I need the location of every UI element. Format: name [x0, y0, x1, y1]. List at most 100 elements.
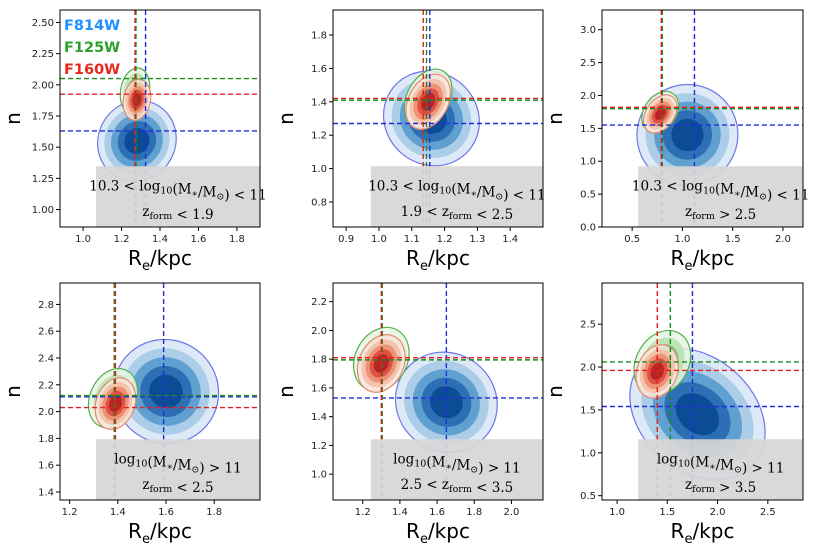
- y-tick-label: 1.4: [311, 412, 327, 423]
- contour-level-5: [675, 393, 720, 436]
- y-axis-label: n: [543, 385, 567, 398]
- plot-area: [60, 283, 260, 500]
- annotation-line-2: 1.9 < zform < 2.5: [401, 204, 514, 223]
- annotation-line-1: log10(M∗/M⊙) > 11: [657, 452, 784, 477]
- y-tick-label: 2.8: [38, 300, 54, 311]
- annotation-box: [638, 166, 803, 227]
- y-tick-label: 2.00: [32, 80, 54, 91]
- annotation-line-2: zform > 3.5: [685, 477, 756, 496]
- y-tick-label: 0.0: [580, 223, 596, 234]
- y-tick-label: 1.0: [580, 157, 596, 168]
- x-tick-label: 1.2: [355, 507, 371, 518]
- x-tick-label: 1.2: [437, 234, 453, 245]
- x-tick-label: 1.3: [469, 234, 485, 245]
- legend-entry-f125w: F125W: [64, 40, 120, 56]
- axes-frame: [601, 282, 804, 501]
- y-tick-label: 2.5: [580, 320, 596, 331]
- density-f814w: [394, 351, 498, 454]
- y-tick-label: 1.50: [32, 143, 54, 154]
- y-tick-label: 1.6: [38, 461, 54, 472]
- y-tick-label: 0.5: [580, 190, 596, 201]
- annotation-box: [96, 439, 260, 500]
- panel-5: log10(M∗/M⊙) > 112.5 < zform < 3.5 1.2 1.4…: [274, 282, 544, 545]
- annotation-line-2: 2.5 < zform < 3.5: [401, 477, 514, 496]
- x-tick-label: 1.6: [158, 507, 174, 518]
- y-tick-label: 2.2: [311, 297, 327, 308]
- y-tick-label: 1.4: [311, 97, 327, 108]
- x-axis-label: Re/kpc: [671, 519, 735, 545]
- legend-entry-f814w: F814W: [64, 18, 120, 34]
- contour-level-5: [671, 118, 704, 152]
- x-tick-label: 0.9: [338, 234, 354, 245]
- x-tick-label: 1.8: [229, 234, 245, 245]
- y-tick-label: 3.0: [580, 25, 596, 36]
- x-tick-label: 1.4: [110, 507, 126, 518]
- x-axis-label: Re/kpc: [406, 246, 470, 274]
- y-tick-label: 1.0: [580, 448, 596, 459]
- annotation-box: [370, 439, 543, 500]
- x-tick-label: 1.8: [466, 507, 482, 518]
- y-tick-label: 1.6: [311, 64, 327, 75]
- annotation-line-2: zform < 1.9: [142, 204, 213, 223]
- axes-frame: [332, 282, 544, 501]
- x-axis-label: Re/kpc: [406, 519, 470, 545]
- y-tick-label: 1.8: [38, 434, 54, 445]
- x-tick-label: 1.0: [371, 234, 387, 245]
- annotation-line-2: zform > 2.5: [685, 204, 756, 223]
- y-tick-label: 1.8: [311, 355, 327, 366]
- y-tick-label: 1.25: [32, 174, 54, 185]
- y-tick-label: 1.5: [580, 405, 596, 416]
- x-tick-label: 1.8: [206, 507, 222, 518]
- plot-area: [333, 10, 543, 227]
- annotation-line-1: 10.3 < log10(M∗/M⊙) < 11: [368, 179, 545, 204]
- contour-level-5: [132, 93, 142, 107]
- contour-level-5: [421, 92, 436, 111]
- x-tick-label: 1.6: [191, 234, 207, 245]
- annotation-line-1: 10.3 < log10(M∗/M⊙) < 11: [632, 179, 809, 204]
- y-tick-label: 2.0: [580, 91, 596, 102]
- y-axis-label: n: [1, 112, 25, 125]
- y-tick-label: 1.5: [580, 124, 596, 135]
- annotation-line-1: log10(M∗/M⊙) > 11: [114, 452, 241, 477]
- y-tick-label: 2.4: [38, 354, 54, 365]
- y-tick-label: 2.0: [38, 407, 54, 418]
- y-tick-label: 2.50: [32, 18, 54, 29]
- x-tick-label: 0.5: [624, 234, 640, 245]
- y-tick-label: 2.0: [311, 326, 327, 337]
- y-tick-label: 1.00: [32, 205, 54, 216]
- x-tick-label: 1.0: [609, 507, 625, 518]
- x-tick-label: 2.0: [710, 507, 726, 518]
- contour-level-5: [149, 374, 183, 409]
- annotation-box: [370, 166, 543, 227]
- x-tick-label: 1.2: [114, 234, 130, 245]
- x-tick-label: 1.0: [674, 234, 690, 245]
- y-tick-label: 0.8: [311, 197, 327, 208]
- y-axis-label: n: [1, 385, 25, 398]
- y-tick-label: 1.0: [311, 164, 327, 175]
- y-tick-label: 2.5: [580, 58, 596, 69]
- axes-frame: [332, 9, 544, 228]
- legend-entry-f160w: F160W: [64, 62, 120, 78]
- x-axis-label: Re/kpc: [128, 519, 192, 545]
- axes-frame: [59, 282, 261, 501]
- legend: F814W F125W F160W: [64, 18, 120, 78]
- x-tick-label: 1.0: [75, 234, 91, 245]
- y-tick-label: 1.2: [311, 131, 327, 142]
- y-tick-label: 2.25: [32, 49, 54, 60]
- y-tick-label: 1.8: [311, 31, 327, 42]
- annotation-line-2: zform < 2.5: [142, 477, 213, 496]
- x-tick-label: 2.0: [503, 507, 519, 518]
- annotation-box: [638, 439, 803, 500]
- y-tick-label: 2.6: [38, 327, 54, 338]
- annotation-box: [96, 166, 260, 227]
- x-tick-label: 1.2: [62, 507, 78, 518]
- density-f814w: [112, 338, 220, 445]
- density-f814w: [97, 99, 177, 183]
- plot-area: [60, 10, 260, 227]
- x-tick-label: 1.5: [725, 234, 741, 245]
